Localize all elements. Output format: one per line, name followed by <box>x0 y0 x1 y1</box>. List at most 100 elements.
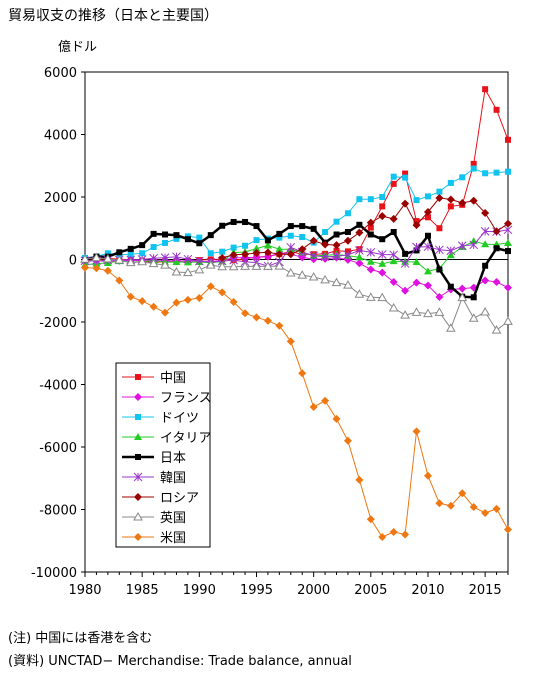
data-point <box>423 208 432 216</box>
x-tick-label: 1990 <box>183 583 216 598</box>
data-point <box>196 234 203 241</box>
data-point <box>275 245 284 253</box>
data-point <box>230 244 237 251</box>
data-point <box>413 218 420 225</box>
data-point <box>377 250 387 259</box>
data-point <box>116 249 123 256</box>
data-point <box>172 298 181 307</box>
data-point <box>276 234 283 241</box>
data-point <box>402 250 409 257</box>
y-tick-label: 2000 <box>44 191 77 206</box>
data-point <box>81 263 89 272</box>
x-tick-label: 2015 <box>469 583 502 598</box>
data-point <box>253 223 260 230</box>
data-point <box>173 232 180 239</box>
data-point <box>263 248 272 257</box>
data-point <box>482 86 489 93</box>
legend-marker <box>134 533 142 541</box>
data-point <box>205 260 216 269</box>
data-point <box>411 307 422 316</box>
data-point <box>424 193 431 200</box>
y-tick-label: 0 <box>69 254 77 269</box>
data-point <box>379 194 386 200</box>
data-point <box>356 221 363 228</box>
data-point <box>493 106 500 113</box>
legend-label: 日本 <box>160 451 186 466</box>
data-point <box>367 196 374 203</box>
y-tick-label: -2000 <box>39 316 77 331</box>
data-point <box>366 265 375 274</box>
data-point <box>242 242 249 249</box>
data-point <box>343 250 353 260</box>
data-point <box>459 174 466 181</box>
legend-marker <box>133 511 143 521</box>
y-tick-label: -8000 <box>39 504 77 519</box>
data-point <box>504 238 512 246</box>
data-point <box>219 248 226 255</box>
data-point <box>274 261 285 270</box>
data-point <box>240 261 250 270</box>
data-point <box>389 257 398 265</box>
data-point <box>275 250 284 259</box>
data-point <box>207 250 214 257</box>
data-point <box>127 245 134 252</box>
data-point <box>482 170 489 177</box>
data-point <box>481 508 490 517</box>
data-point <box>447 283 454 290</box>
data-point <box>162 239 169 246</box>
data-point <box>412 221 421 230</box>
legend-item: 英国 <box>122 511 186 526</box>
data-point <box>365 292 376 301</box>
data-point <box>150 244 157 250</box>
footnote-hongkong: (注) 中国には香港を含む <box>8 631 153 646</box>
data-point <box>378 259 387 267</box>
data-point <box>413 197 420 204</box>
data-point <box>390 180 397 187</box>
data-point <box>285 267 296 277</box>
data-point <box>161 308 170 317</box>
data-point <box>436 225 443 232</box>
data-point <box>458 198 467 207</box>
data-point <box>150 230 157 237</box>
data-point <box>219 222 226 229</box>
data-point <box>379 236 386 243</box>
data-point <box>492 227 501 236</box>
legend-item: イタリア <box>122 431 211 446</box>
data-point <box>287 223 294 230</box>
data-point <box>173 235 180 242</box>
data-point <box>195 293 204 302</box>
data-point <box>241 309 250 318</box>
data-point <box>321 396 330 405</box>
data-point <box>263 261 273 270</box>
chart-title: 貿易収支の推移（日本と主要国） <box>8 8 218 24</box>
data-point <box>308 271 319 281</box>
data-point <box>333 218 340 225</box>
data-point <box>356 196 363 203</box>
data-point <box>447 203 454 210</box>
y-tick-label: 6000 <box>44 66 77 81</box>
data-point <box>355 228 364 237</box>
data-point <box>299 223 306 230</box>
data-point <box>412 242 421 252</box>
data-point <box>332 241 341 250</box>
legend-item: ドイツ <box>122 411 199 426</box>
data-point <box>470 160 477 167</box>
legend-label: フランス <box>160 391 212 406</box>
data-point <box>458 284 467 293</box>
data-point <box>276 230 283 237</box>
legend-label: 中国 <box>160 371 186 386</box>
legend-item: 米国 <box>122 531 186 546</box>
series-line <box>84 168 509 259</box>
data-point <box>480 306 490 316</box>
data-point <box>331 277 342 287</box>
y-axis-unit-label: 億ドル <box>58 39 97 55</box>
legend-label: 米国 <box>160 531 186 546</box>
y-tick-label: -4000 <box>39 379 77 394</box>
data-point <box>505 248 511 255</box>
data-point <box>171 266 182 276</box>
data-point <box>299 234 306 240</box>
data-point <box>412 278 421 287</box>
x-tick-label: 1985 <box>126 583 159 598</box>
data-point <box>482 262 489 269</box>
data-point <box>242 219 249 225</box>
